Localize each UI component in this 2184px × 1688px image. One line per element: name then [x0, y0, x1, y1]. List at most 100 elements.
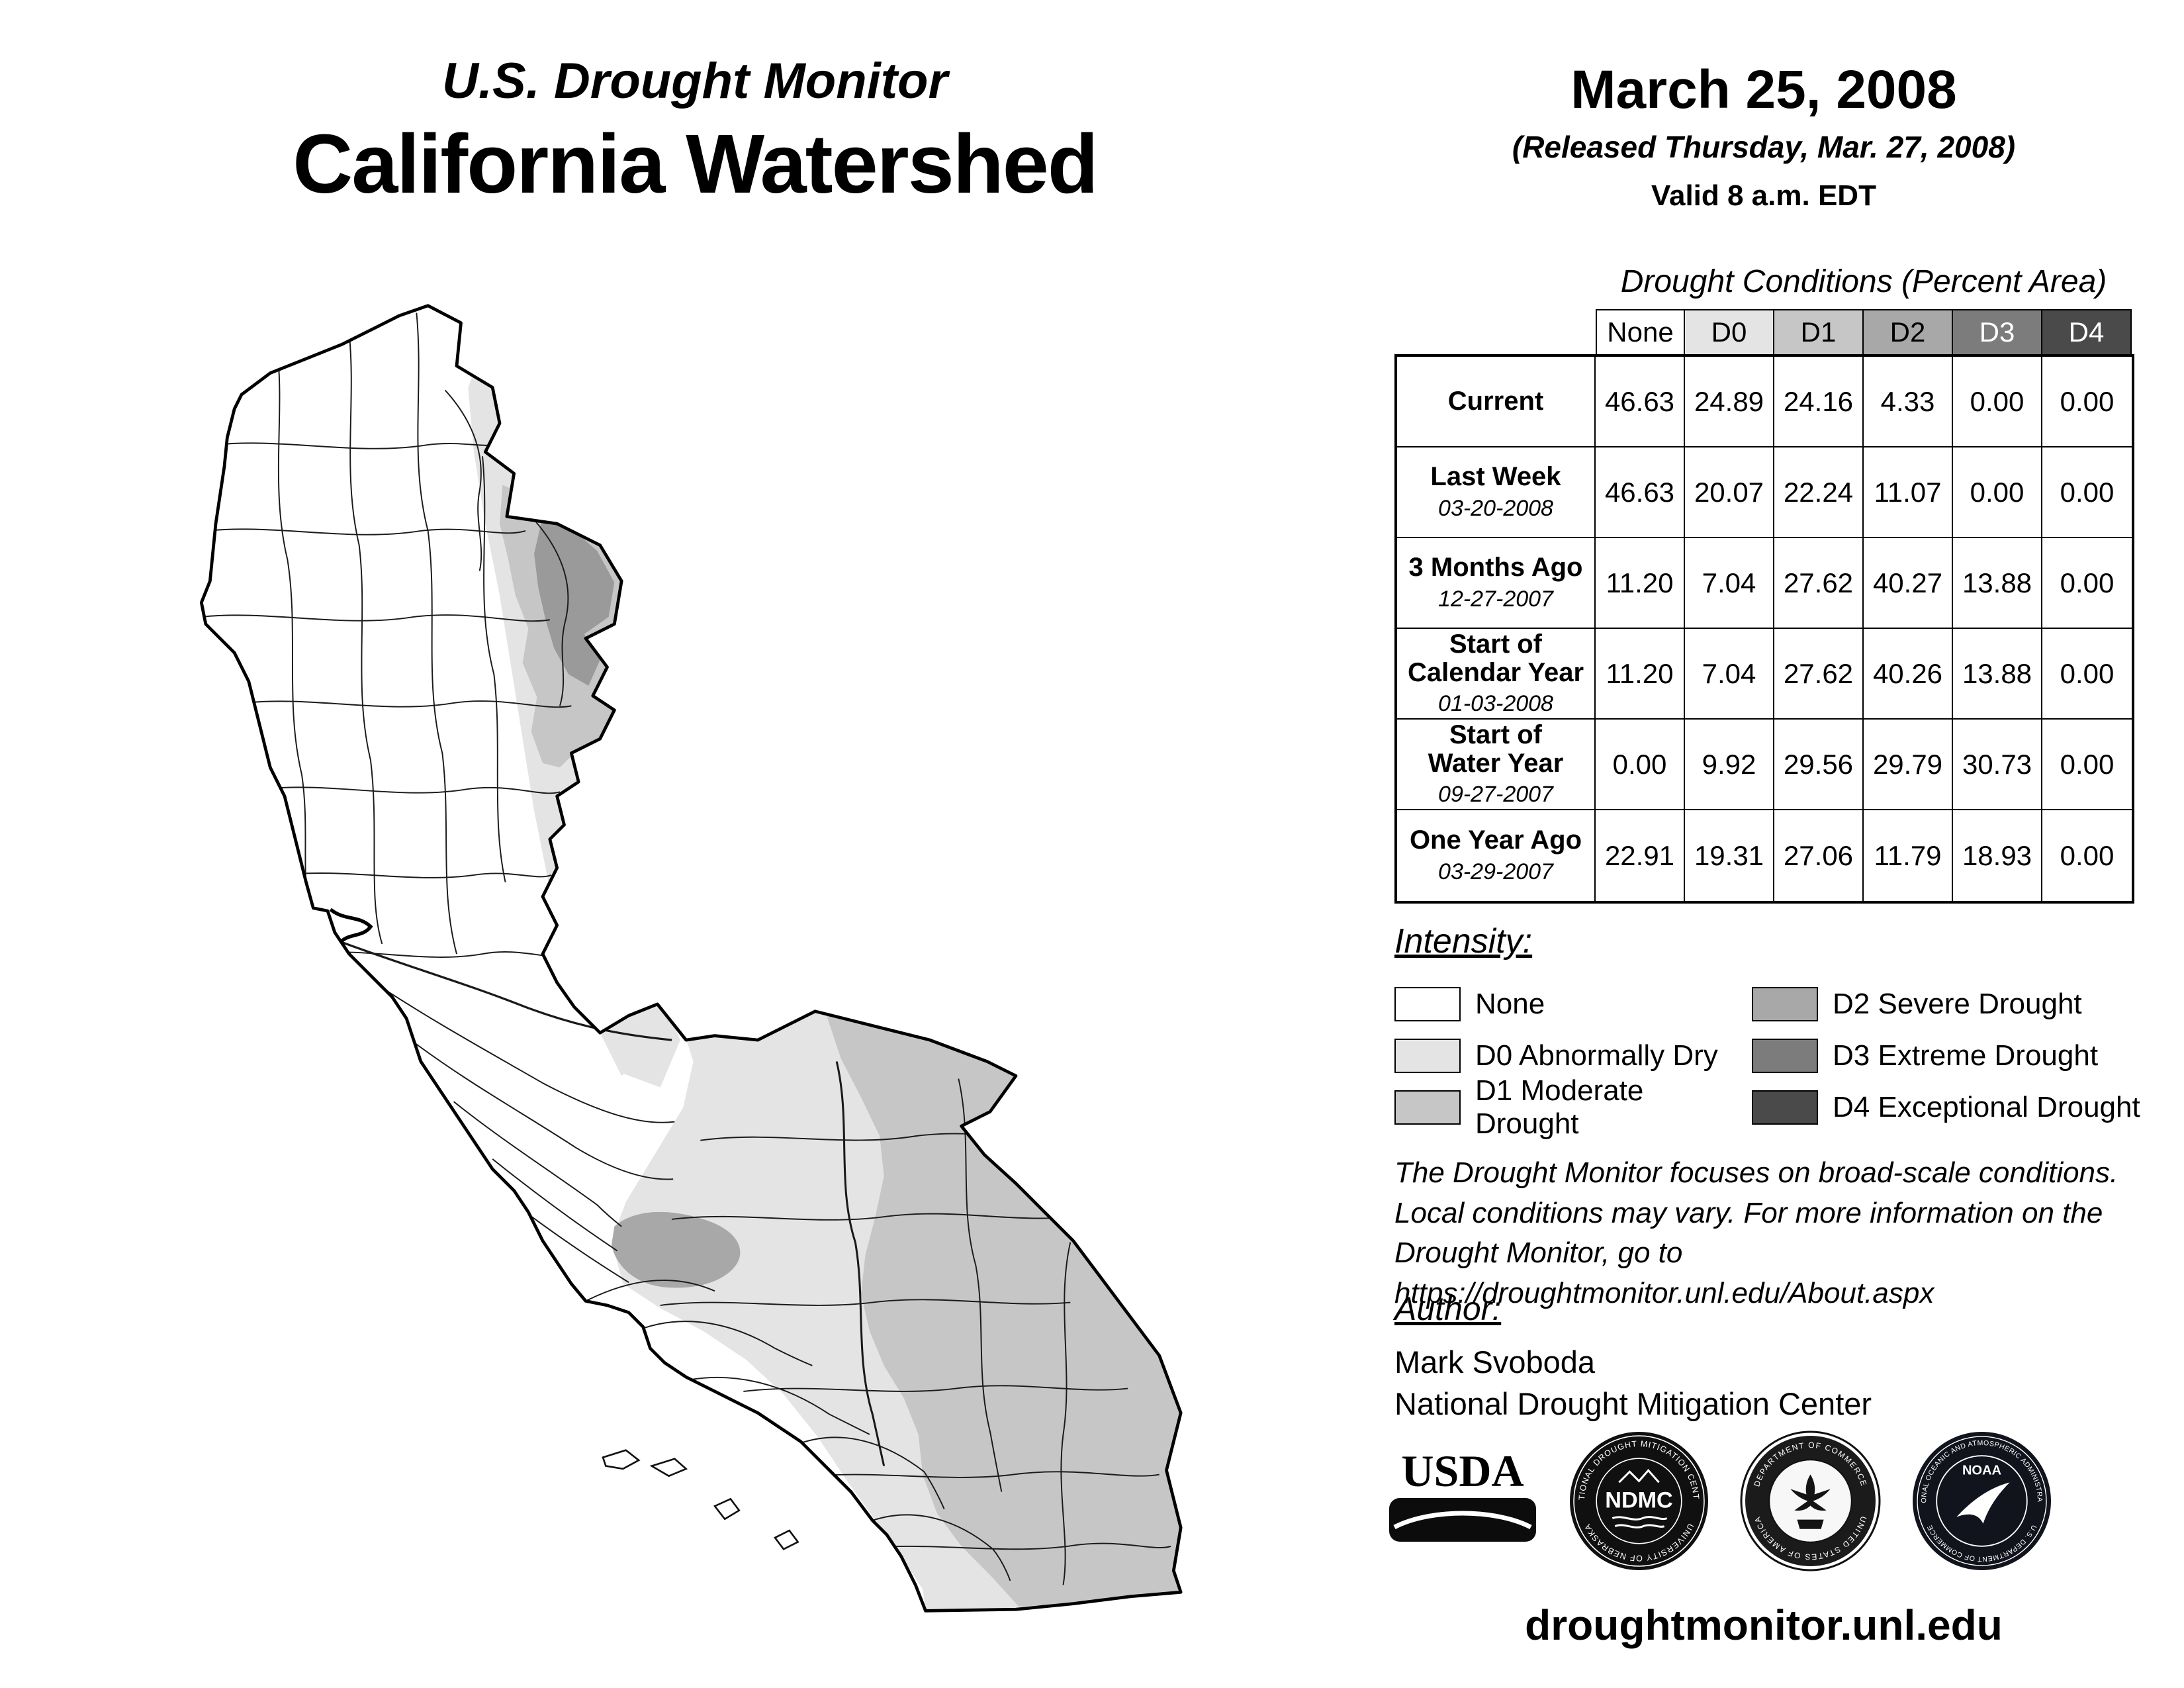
- table-value: 11.07: [1864, 447, 1953, 538]
- legend-item-d3: D3 Extreme Drought: [1752, 1030, 2169, 1082]
- table-title: Drought Conditions (Percent Area): [1620, 264, 2107, 299]
- valid-time: Valid 8 a.m. EDT: [1651, 179, 1876, 212]
- column-header-d3: D3: [1953, 309, 2042, 354]
- table-value: 0.00: [1596, 720, 1685, 810]
- watershed-boundary-lines: [201, 312, 1171, 1585]
- table-value: 40.27: [1864, 538, 1953, 629]
- table-value: 11.20: [1596, 538, 1685, 629]
- author-block: Author: Mark Svoboda National Drought Mi…: [1394, 1289, 1872, 1425]
- legend-swatch-d2: [1752, 987, 1818, 1021]
- column-header-d0: D0: [1685, 309, 1774, 354]
- table-value: 22.24: [1774, 447, 1864, 538]
- page-title: California Watershed: [293, 117, 1099, 211]
- table-value: 24.16: [1774, 357, 1864, 447]
- table-value: 4.33: [1864, 357, 1953, 447]
- drought-conditions-table: Drought Conditions (Percent Area) None D…: [1394, 263, 2134, 904]
- table-row-label: Start of Water Year 09-27-2007: [1397, 720, 1596, 810]
- legend-swatch-d3: [1752, 1039, 1818, 1073]
- legend-swatch-d4: [1752, 1090, 1818, 1125]
- table-value: 46.63: [1596, 447, 1685, 538]
- legend-item-d2: D2 Severe Drought: [1752, 978, 2169, 1030]
- san-francisco-bay: [329, 908, 373, 945]
- author-heading: Author:: [1394, 1290, 1502, 1327]
- svg-text:USDA: USDA: [1401, 1446, 1524, 1496]
- column-header-d4: D4: [2042, 309, 2132, 354]
- table-value: 0.00: [2042, 447, 2132, 538]
- column-header-none: None: [1596, 309, 1685, 354]
- table-value: 27.62: [1774, 538, 1864, 629]
- table-value: 0.00: [2042, 720, 2132, 810]
- table-value: 9.92: [1685, 720, 1774, 810]
- table-value: 0.00: [2042, 357, 2132, 447]
- table-value: 27.62: [1774, 629, 1864, 720]
- author-name: Mark Svoboda: [1394, 1344, 1596, 1380]
- table-value: 24.89: [1685, 357, 1774, 447]
- seagull-emblem: [1956, 1482, 2010, 1524]
- table-value: 20.07: [1685, 447, 1774, 538]
- table-value: 0.00: [1953, 447, 2042, 538]
- table-row-label: Last Week 03-20-2008: [1397, 447, 1596, 538]
- drought-region-d2-northeast: [534, 516, 615, 686]
- agency-logos: USDA NATIONAL DROUGHT MITIGATION CENTER …: [1387, 1430, 2053, 1572]
- table-row-label: Start of Calendar Year 01-03-2008: [1397, 629, 1596, 720]
- release-date: (Released Thursday, Mar. 27, 2008): [1512, 130, 2016, 164]
- usda-logo: USDA: [1389, 1446, 1536, 1542]
- commerce-logo: DEPARTMENT OF COMMERCE UNITED STATES OF …: [1740, 1430, 1881, 1571]
- legend-swatch-d0: [1394, 1039, 1461, 1073]
- table-value: 13.88: [1953, 538, 2042, 629]
- legend-item-d1: D1 Moderate Drought: [1394, 1074, 1752, 1140]
- table-row-label: Current: [1397, 357, 1596, 447]
- table-value: 11.20: [1596, 629, 1685, 720]
- intensity-legend: Intensity: None D0 Abnormally Dry D1 Mod…: [1394, 921, 2169, 1140]
- table-value: 0.00: [1953, 357, 2042, 447]
- table-row-label: 3 Months Ago 12-27-2007: [1397, 538, 1596, 629]
- legend-item-d4: D4 Exceptional Drought: [1752, 1082, 2169, 1133]
- table-value: 0.00: [2060, 839, 2115, 871]
- drought-region-d1-southeast: [827, 1015, 1181, 1607]
- intensity-heading: Intensity:: [1394, 922, 1533, 961]
- legend-swatch-d1: [1394, 1090, 1461, 1125]
- date-block: March 25, 2008 (Released Thursday, Mar. …: [1357, 63, 2171, 212]
- table-body: Current 46.63 24.89 24.16 4.33 0.00 0.00…: [1394, 354, 2134, 904]
- table-value: 27.06: [1774, 810, 1864, 901]
- table-value: 40.26: [1864, 629, 1953, 720]
- table-header-row: None D0 D1 D2 D3 D4: [1596, 309, 2134, 354]
- table-value: 30.73: [1953, 720, 2042, 810]
- table-value: 7.04: [1685, 629, 1774, 720]
- site-url: droughtmonitor.unl.edu: [1525, 1601, 2003, 1649]
- drought-region-d2-south-central: [612, 1211, 741, 1288]
- disclaimer-line: Local conditions may vary. For more info…: [1394, 1196, 2103, 1229]
- table-value: 0.00: [2042, 629, 2132, 720]
- table-value: 19.31: [1685, 810, 1774, 901]
- california-watershed-map: [199, 301, 1231, 1614]
- table-value: 11.79: [1864, 810, 1953, 901]
- disclaimer-line: The Drought Monitor focuses on broad-sca…: [1394, 1156, 2118, 1189]
- author-org: National Drought Mitigation Center: [1394, 1386, 1872, 1422]
- map-date: March 25, 2008: [1570, 60, 1957, 120]
- svg-text:NDMC: NDMC: [1605, 1488, 1672, 1513]
- column-header-d2: D2: [1864, 309, 1953, 354]
- watershed-outline: [199, 304, 1183, 1613]
- noaa-logo: NATIONAL OCEANIC AND ATMOSPHERIC ADMINIS…: [1913, 1432, 2051, 1570]
- legend-swatch-none: [1394, 987, 1461, 1021]
- column-header-d1: D1: [1774, 309, 1864, 354]
- title-block: U.S. Drought Monitor California Watershe…: [238, 56, 1152, 206]
- channel-islands: [602, 1449, 799, 1550]
- legend-item-d0: D0 Abnormally Dry: [1394, 1030, 1752, 1082]
- table-value: 0.00: [2042, 538, 2132, 629]
- drought-map-svg: [199, 304, 1183, 1613]
- table-value: 7.04: [1685, 538, 1774, 629]
- table-row-label: One Year Ago 03-29-2007: [1397, 810, 1596, 901]
- table-value: 29.79: [1864, 720, 1953, 810]
- report-kicker: U.S. Drought Monitor: [441, 53, 948, 109]
- table-value: 13.88: [1953, 629, 2042, 720]
- table-value: 29.56: [1774, 720, 1864, 810]
- table-value: 18.93: [1953, 810, 2042, 901]
- svg-text:NOAA: NOAA: [1962, 1463, 2001, 1477]
- legend-item-none: None: [1394, 978, 1752, 1030]
- table-value: 22.91: [1596, 810, 1685, 901]
- table-value: 46.63: [1596, 357, 1685, 447]
- disclaimer: The Drought Monitor focuses on broad-sca…: [1394, 1153, 2184, 1314]
- disclaimer-line: Drought Monitor, go to https://droughtmo…: [1394, 1237, 1934, 1310]
- ndmc-logo: NATIONAL DROUGHT MITIGATION CENTER UNIVE…: [1570, 1432, 1708, 1570]
